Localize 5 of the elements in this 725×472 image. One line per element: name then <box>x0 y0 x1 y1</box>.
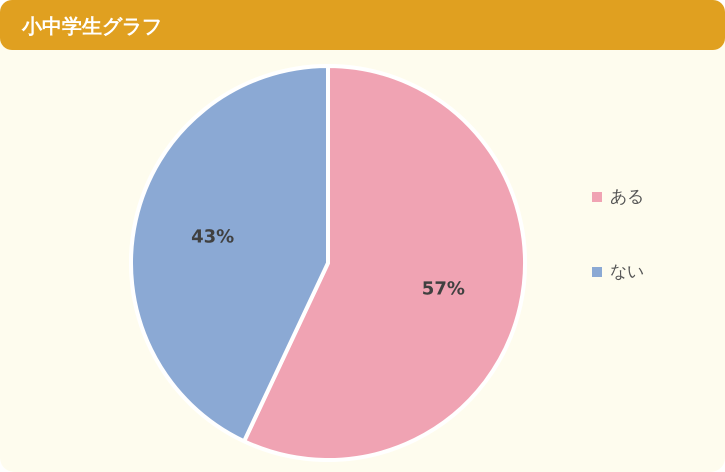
legend-label: ない <box>610 262 644 282</box>
chart-title: 小中学生グラフ <box>21 14 162 38</box>
data-label: 43% <box>191 226 234 248</box>
legend-label: ある <box>610 187 644 207</box>
data-label: 57% <box>422 278 465 300</box>
